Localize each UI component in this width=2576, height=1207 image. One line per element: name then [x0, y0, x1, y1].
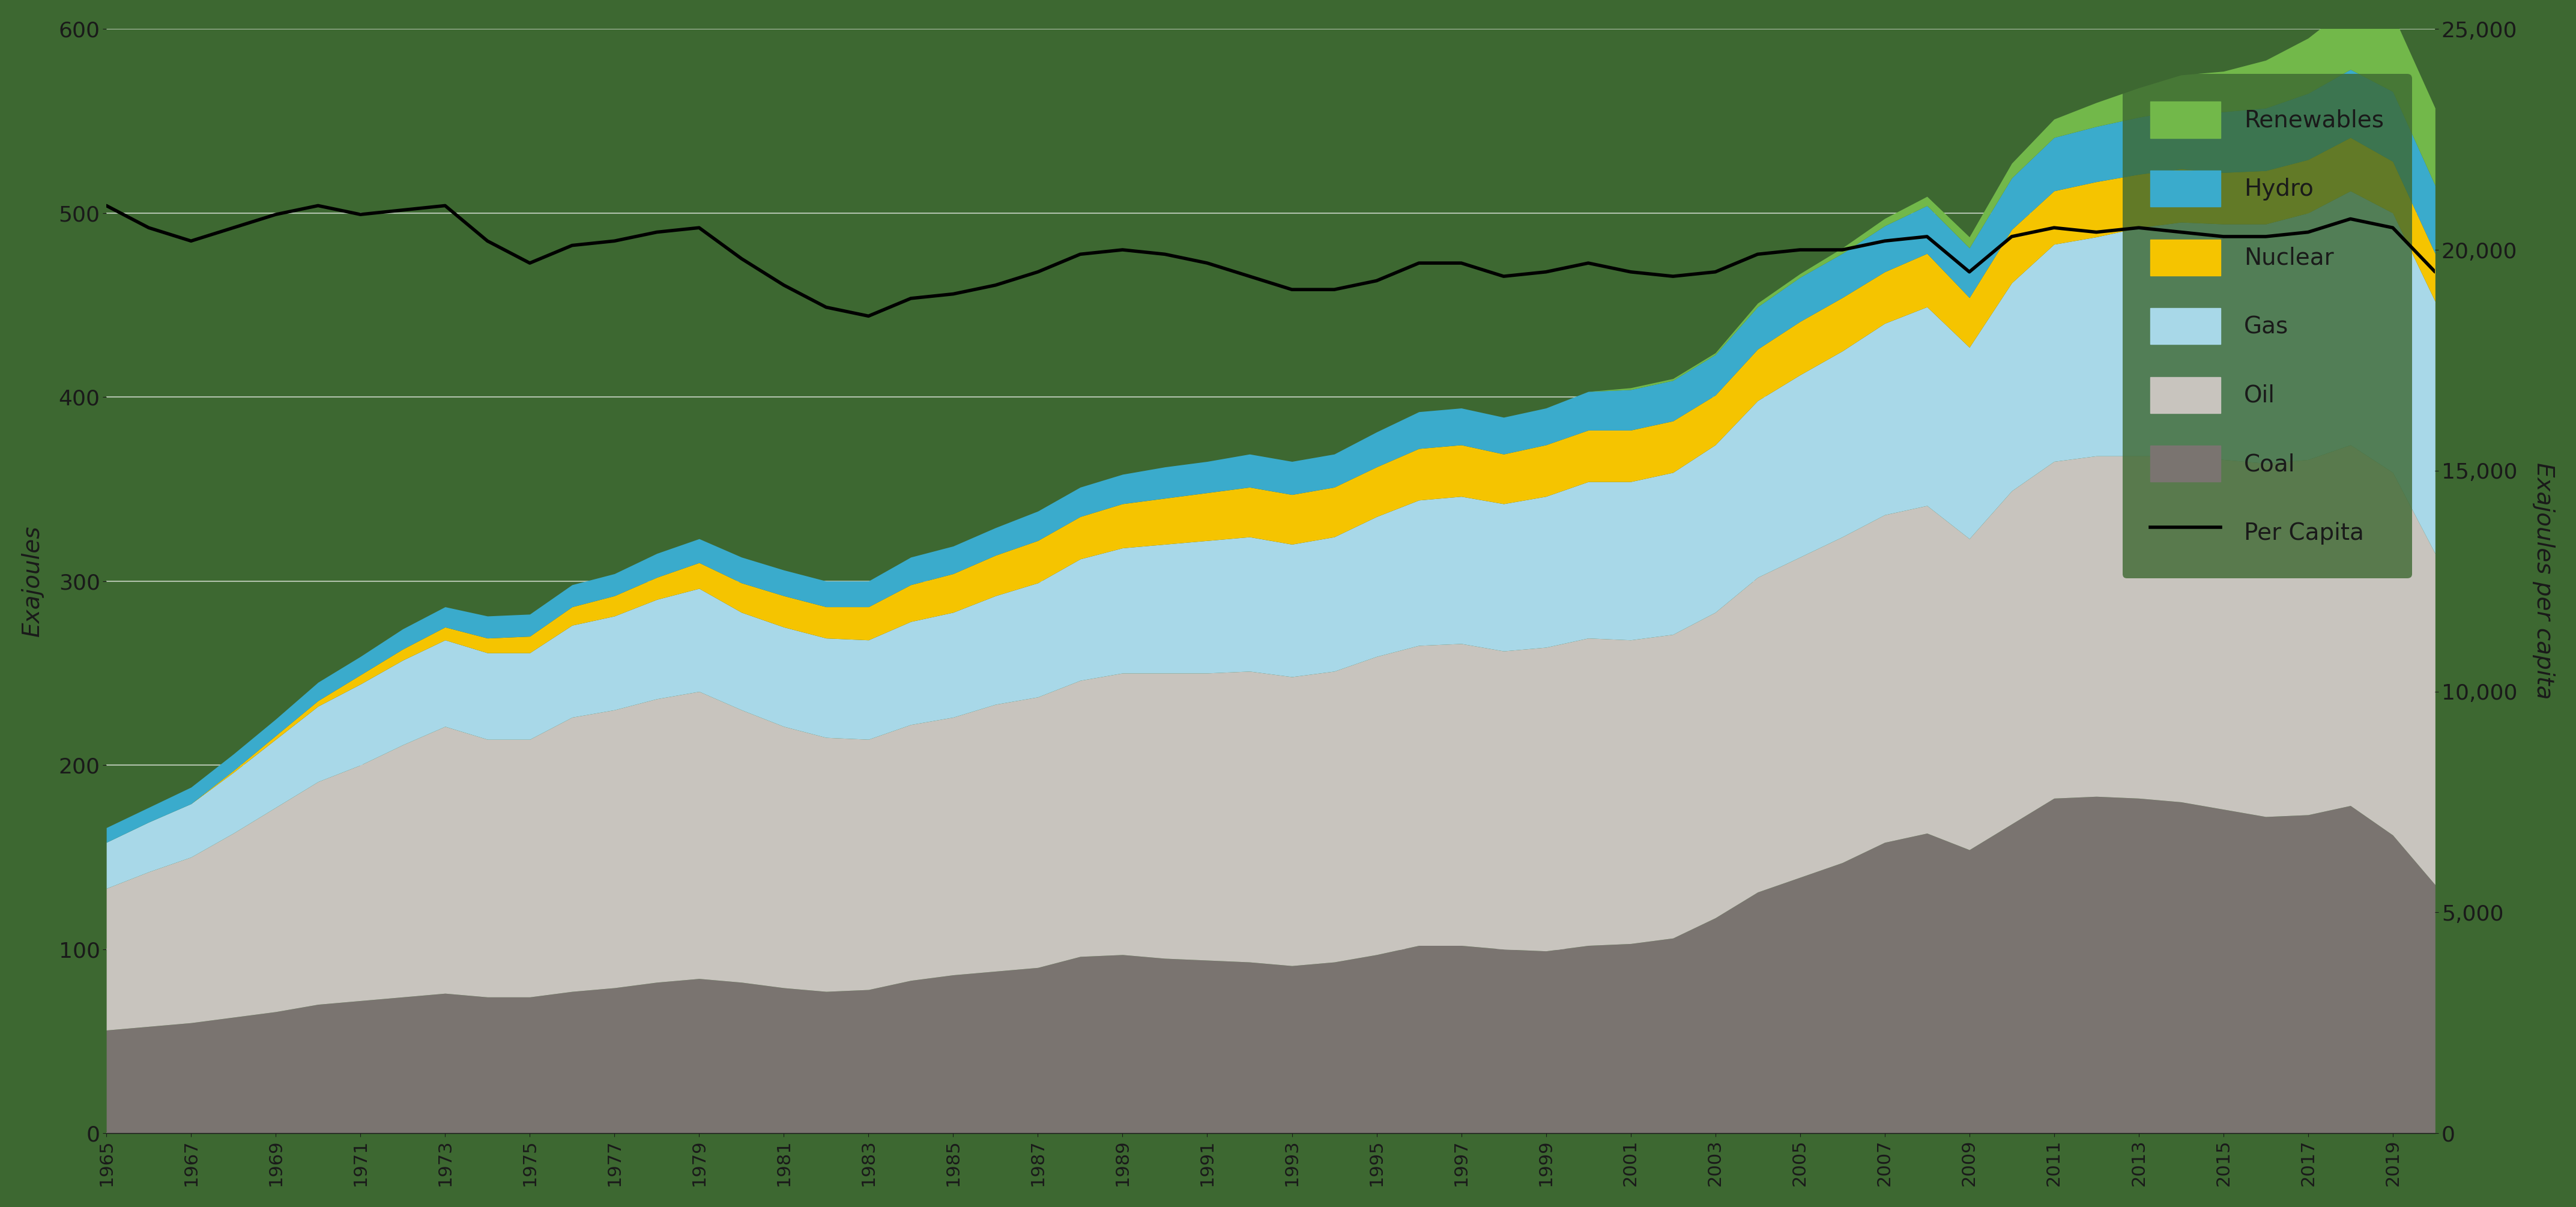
Legend: Renewables, Hydro, Nuclear, Gas, Oil, Coal, Per Capita: Renewables, Hydro, Nuclear, Gas, Oil, Co…: [2123, 74, 2411, 578]
Y-axis label: Exajoules per capita: Exajoules per capita: [2532, 462, 2555, 700]
Y-axis label: Exajoules: Exajoules: [21, 525, 44, 637]
